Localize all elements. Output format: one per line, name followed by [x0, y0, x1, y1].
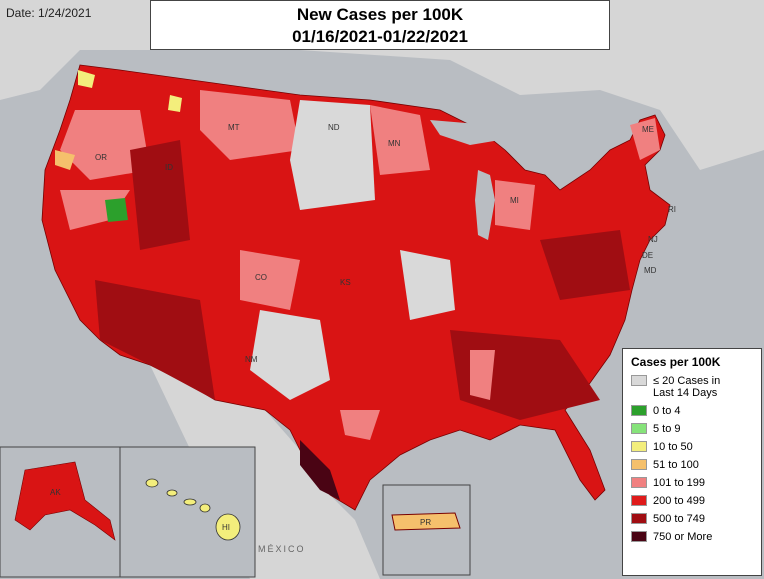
legend-label: 10 to 50	[653, 441, 693, 453]
lake-michigan	[475, 170, 495, 240]
legend-item: 200 to 499	[631, 495, 753, 507]
state-label: ND	[328, 123, 340, 132]
state-label: ME	[642, 125, 654, 134]
legend-swatch	[631, 495, 647, 506]
legend-item: 51 to 100	[631, 459, 753, 471]
state-label: KS	[340, 278, 351, 287]
mexico	[150, 365, 380, 579]
lake-superior	[430, 120, 500, 145]
state-label: MN	[388, 139, 401, 148]
puerto-rico	[391, 512, 461, 531]
hawaii-inset	[119, 446, 256, 578]
legend-swatch	[631, 405, 647, 416]
legend: Cases per 100K ≤ 20 Cases in Last 14 Day…	[622, 348, 762, 576]
legend-item: 5 to 9	[631, 423, 753, 435]
legend-label: 500 to 749	[653, 513, 705, 525]
legend-swatch	[631, 531, 647, 542]
title: New Cases per 100K	[296, 5, 464, 24]
legend-item: 101 to 199	[631, 477, 753, 489]
title-box: New Cases per 100K 01/16/2021-01/22/2021	[150, 0, 610, 50]
state-label: PR	[420, 518, 431, 527]
date: Date: 1/24/2021	[6, 6, 92, 20]
state-label: HI	[222, 523, 230, 532]
legend-swatch	[631, 423, 647, 434]
legend-item: 10 to 50	[631, 441, 753, 453]
legend-label: ≤ 20 Cases in Last 14 Days	[653, 375, 721, 399]
legend-swatch	[631, 375, 647, 386]
legend-label: 5 to 9	[653, 423, 681, 435]
legend-item: 750 or More	[631, 531, 753, 543]
legend-item: 500 to 749	[631, 513, 753, 525]
legend-item: ≤ 20 Cases in Last 14 Days	[631, 375, 753, 399]
legend-swatch	[631, 459, 647, 470]
hawaii	[145, 478, 241, 541]
legend-label: 200 to 499	[653, 495, 705, 507]
subtitle: 01/16/2021-01/22/2021	[292, 27, 468, 46]
county-patches	[55, 70, 660, 500]
state-label: MT	[228, 123, 240, 132]
country-label: MÉXICO	[258, 544, 306, 554]
state-label: AK	[50, 488, 61, 497]
legend-label: 101 to 199	[653, 477, 705, 489]
legend-swatch	[631, 477, 647, 488]
legend-label: 750 or More	[653, 531, 713, 543]
state-label: RI	[668, 205, 676, 214]
legend-rows: ≤ 20 Cases in Last 14 Days 0 to 4 5 to 9 10…	[631, 375, 753, 543]
legend-item: 0 to 4	[631, 405, 753, 417]
map-labels: MT ND MN ID OR CO KS NM ME RI NJ DE MD M…	[50, 123, 676, 554]
legend-swatch	[631, 513, 647, 524]
state-label: DE	[642, 251, 653, 260]
state-label: MI	[510, 196, 519, 205]
state-label: CO	[255, 273, 267, 282]
legend-title: Cases per 100K	[631, 355, 721, 369]
legend-label: 0 to 4	[653, 405, 681, 417]
legend-label: 51 to 100	[653, 459, 699, 471]
state-label: MD	[644, 266, 657, 275]
state-label: OR	[95, 153, 107, 162]
state-label: ID	[165, 163, 173, 172]
legend-swatch	[631, 441, 647, 452]
alaska	[14, 461, 116, 541]
state-label: NJ	[648, 235, 658, 244]
state-label: NM	[245, 355, 258, 364]
